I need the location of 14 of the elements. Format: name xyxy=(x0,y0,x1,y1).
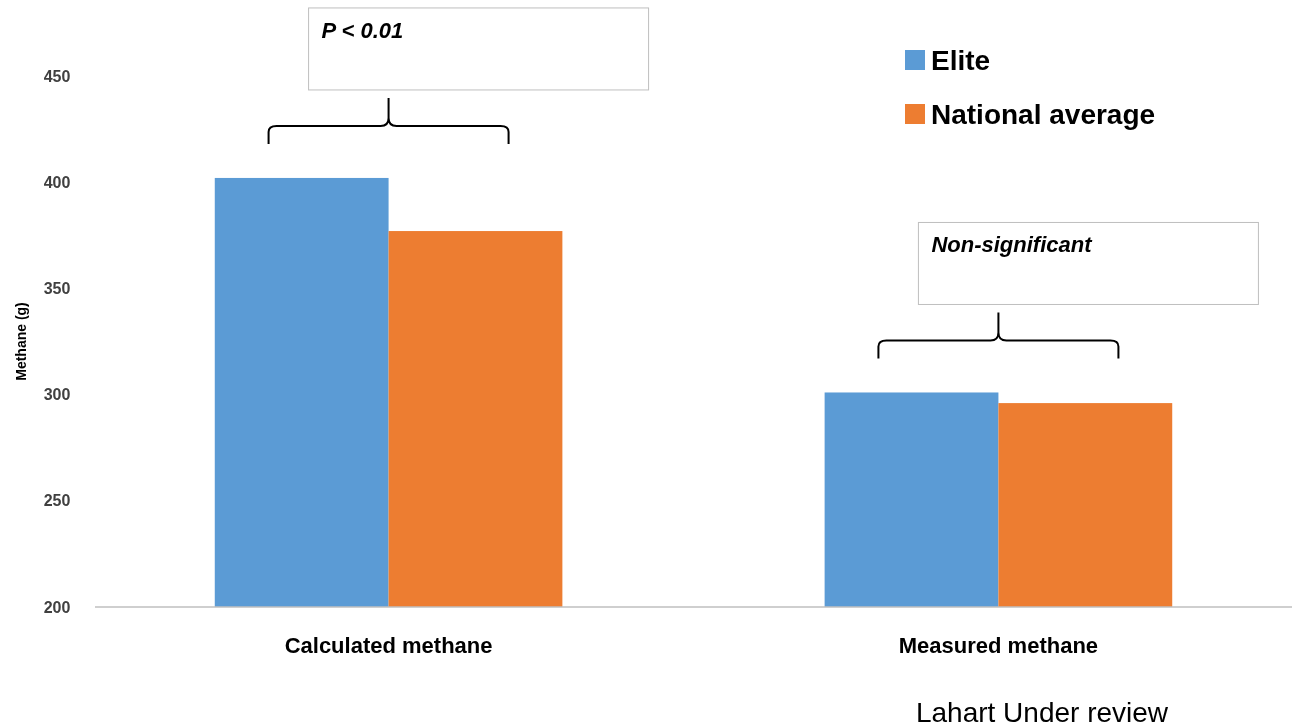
x-tick-label: Calculated methane xyxy=(284,633,493,658)
y-tick-label: 350 xyxy=(43,280,71,297)
text: P < 0.01 xyxy=(321,17,404,43)
y-tick-label: 250 xyxy=(43,492,71,510)
y-tick-label: 400 xyxy=(43,173,71,191)
legend-label: National average xyxy=(931,98,1156,130)
y-axis-title: Methane (g) xyxy=(13,302,29,381)
x-tick-label: Measured methane xyxy=(898,633,1099,658)
y-tick-label: 200 xyxy=(43,598,71,616)
y-tick-label: 300 xyxy=(43,386,71,404)
annotation: Non-significant xyxy=(931,232,1094,258)
legend-label: Elite xyxy=(931,44,991,76)
y-tick-label: 450 xyxy=(43,67,71,85)
text: Lahart Under review xyxy=(915,697,1169,727)
